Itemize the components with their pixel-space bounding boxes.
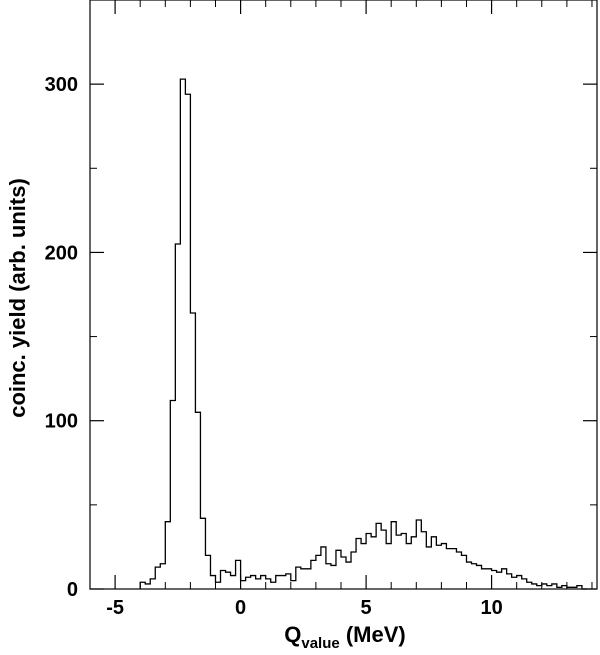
y-tick-label: 200 — [45, 242, 78, 264]
y-axis-title: coinc. yield (arb. units) — [5, 178, 30, 418]
x-tick-label: -5 — [106, 597, 124, 619]
y-tick-label: 300 — [45, 74, 78, 96]
y-tick-label: 100 — [45, 411, 78, 433]
x-axis-title-symbol: Q — [284, 622, 301, 647]
histogram-line — [139, 78, 587, 590]
x-axis-title: Qvalue (MeV) — [284, 622, 405, 652]
y-tick-label: 0 — [67, 579, 78, 601]
axis-ticks — [89, 0, 597, 590]
plot-frame — [89, 0, 598, 590]
x-tick-label: 0 — [235, 597, 246, 619]
x-tick-label: 10 — [480, 597, 502, 619]
x-axis-title-unit: (MeV) — [340, 622, 406, 647]
x-axis-title-subscript: value — [301, 635, 339, 652]
x-tick-label: 5 — [361, 597, 372, 619]
